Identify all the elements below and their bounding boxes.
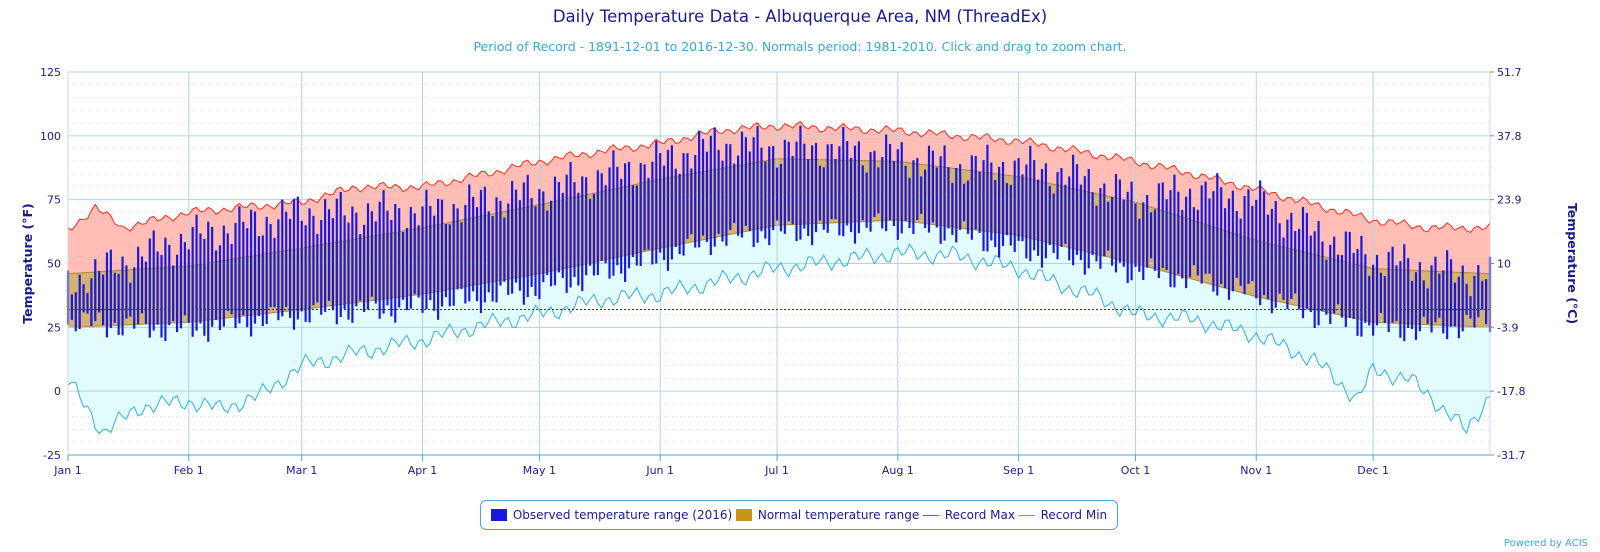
y-tick-label: 25 <box>47 321 61 334</box>
y-tick-label: 50 <box>47 258 61 271</box>
y-right-tick-label: 37.8 <box>1497 130 1522 143</box>
record-max-line-icon <box>922 514 939 516</box>
legend-label-normal: Normal temperature range <box>757 508 920 522</box>
y-axis-title: Temperature (°F) <box>20 203 35 323</box>
x-tick-label: Mar 1 <box>286 464 317 477</box>
y-right-tick-label: 23.9 <box>1497 194 1522 207</box>
x-tick-label: Jul 1 <box>764 464 789 477</box>
legend-label-record-min: Record Min <box>1040 508 1108 522</box>
chart-legend: Observed temperature range (2016) Normal… <box>480 500 1118 530</box>
y-tick-label: 125 <box>40 66 61 79</box>
x-tick-label: May 1 <box>523 464 556 477</box>
y-right-tick-label: -17.8 <box>1497 385 1525 398</box>
x-tick-label: Jun 1 <box>645 464 674 477</box>
legend-item-normal[interactable]: Normal temperature range <box>735 508 920 522</box>
x-tick-label: Oct 1 <box>1121 464 1151 477</box>
y-tick-label: 0 <box>54 385 61 398</box>
y-right-tick-label: 10 <box>1497 258 1511 271</box>
y-tick-label: 75 <box>47 194 61 207</box>
y-right-tick-label: 51.7 <box>1497 66 1522 79</box>
chart-subtitle: Period of Record - 1891-12-01 to 2016-12… <box>473 39 1127 54</box>
chart-title: Daily Temperature Data - Albuquerque Are… <box>552 7 1048 26</box>
x-tick-label: Nov 1 <box>1240 464 1272 477</box>
y-tick-label: -25 <box>43 449 61 462</box>
record-min-line <box>67 243 1491 435</box>
x-tick-label: Apr 1 <box>408 464 438 477</box>
y-tick-label: 100 <box>40 130 61 143</box>
record-min-line-icon <box>1018 514 1035 516</box>
legend-label-observed: Observed temperature range (2016) <box>512 508 733 522</box>
legend-item-observed[interactable]: Observed temperature range (2016) <box>490 508 733 522</box>
y-right-tick-label: -3.9 <box>1497 321 1518 334</box>
legend-item-record-max[interactable]: Record Max <box>922 508 1015 522</box>
credits-link[interactable]: Powered by ACIS <box>1503 538 1588 549</box>
x-tick-label: Sep 1 <box>1003 464 1034 477</box>
observed-bars <box>66 125 1492 342</box>
legend-label-record-max: Record Max <box>944 508 1015 522</box>
record-max-line <box>67 121 1491 234</box>
y-axis-right-title: Temperature (°C) <box>1565 203 1580 324</box>
record-min-area <box>68 220 1490 434</box>
y-right-tick-label: -31.7 <box>1497 449 1525 462</box>
x-tick-label: Aug 1 <box>882 464 914 477</box>
normal-swatch-icon <box>735 509 752 521</box>
x-tick-label: Dec 1 <box>1357 464 1389 477</box>
x-tick-label: Jan 1 <box>53 464 81 477</box>
legend-item-record-min[interactable]: Record Min <box>1018 508 1108 522</box>
x-tick-label: Feb 1 <box>174 464 204 477</box>
observed-swatch-icon <box>490 509 507 521</box>
